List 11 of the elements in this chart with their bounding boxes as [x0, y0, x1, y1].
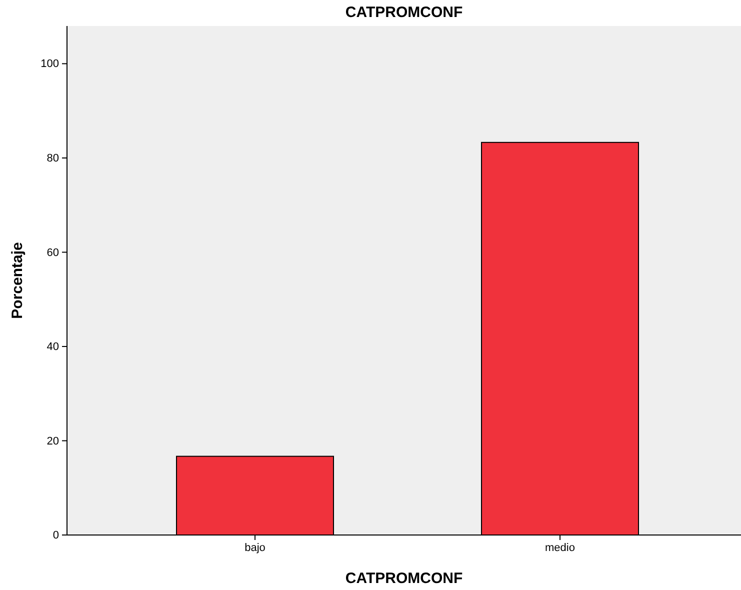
y-tick-label: 20 — [46, 435, 59, 448]
y-tick-label: 100 — [40, 58, 59, 70]
y-axis-title: Porcentaje — [9, 242, 26, 319]
y-tick-label: 40 — [46, 341, 59, 353]
x-tick-label: medio — [545, 542, 575, 554]
x-tick-label: bajo — [244, 542, 266, 554]
y-tick-label: 60 — [46, 246, 59, 259]
chart-title: CATPROMCONF — [345, 4, 463, 21]
y-tick-label: 0 — [52, 530, 59, 542]
x-axis-title: CATPROMCONF — [345, 570, 463, 587]
y-tick-label: 80 — [46, 152, 59, 164]
